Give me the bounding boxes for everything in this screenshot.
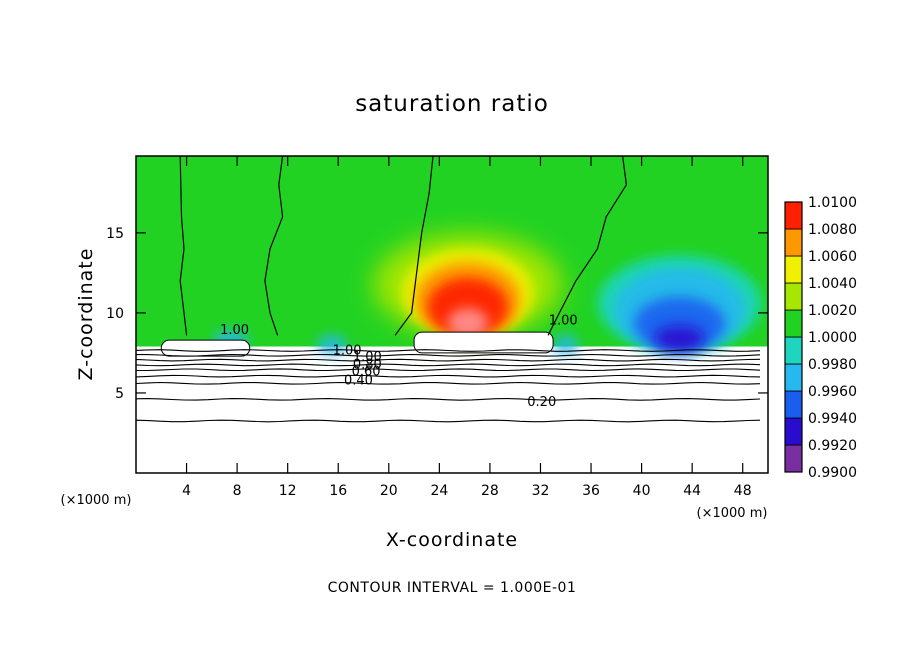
colorbar: 0.9900 0.9920 0.9940 0.9960 0.9980 1.0000 1.00… — [784, 195, 857, 481]
contour-1-00 — [547, 156, 628, 336]
cloud-patches — [160, 331, 554, 357]
colorbar-label: 1.0060 — [808, 249, 857, 265]
x-tick-label: 32 — [532, 483, 550, 499]
cool-patch-2 — [553, 334, 579, 355]
y-tick-label: 10 — [106, 306, 124, 322]
plot-area: 1.001.001.001.000.800.600.400.20 — [136, 156, 768, 473]
contour-lines: 1.001.001.001.000.800.600.400.20 — [136, 156, 761, 423]
chart-title: saturation ratio — [355, 91, 549, 117]
y-unit-label: (×1000 m) — [61, 493, 132, 508]
core-layer-3 — [427, 277, 509, 337]
contour-label: 1.00 — [549, 313, 578, 328]
y-axis: 5 10 15 — [106, 226, 768, 402]
colorbar-swatch — [784, 444, 803, 473]
contour-1-00 — [394, 156, 434, 336]
contour-line — [136, 349, 761, 352]
x-axis: 4 8 12 16 20 24 28 32 36 40 44 48 — [182, 156, 752, 499]
contour-line — [136, 419, 761, 423]
contour-line — [136, 398, 761, 401]
contour-line — [136, 358, 761, 362]
dry-layer-3 — [654, 325, 705, 352]
colorbar-label: 1.0020 — [808, 303, 857, 319]
colorbar-swatch — [784, 336, 803, 365]
y-axis-title: Z-coordinate — [75, 248, 97, 381]
colorbar-label: 0.9960 — [808, 384, 857, 400]
x-tick-label: 16 — [329, 483, 347, 499]
x-tick-label: 20 — [380, 483, 398, 499]
contour-line — [136, 368, 761, 372]
colorbar-swatch — [784, 309, 803, 338]
x-tick-label: 24 — [430, 483, 448, 499]
colorbar-swatch — [784, 390, 803, 419]
x-tick-label: 48 — [734, 483, 752, 499]
x-tick-label: 44 — [683, 483, 701, 499]
colorbar-swatch — [784, 282, 803, 311]
cloud-top-left — [160, 339, 251, 357]
contour-interval-note: CONTOUR INTERVAL = 1.000E-01 — [328, 580, 577, 596]
core-layer-4 — [447, 308, 489, 337]
x-unit-label: (×1000 m) — [697, 506, 768, 521]
cloud-top-center — [413, 331, 554, 354]
contour-label: 1.00 — [220, 323, 249, 338]
colorbar-label: 0.9940 — [808, 411, 857, 427]
x-tick-label: 40 — [633, 483, 651, 499]
colorbar-label: 1.0000 — [808, 330, 857, 346]
contour-label: 0.20 — [527, 395, 556, 410]
colorbar-swatch — [784, 363, 803, 392]
y-tick-label: 5 — [115, 386, 124, 402]
contour-label: 0.60 — [352, 365, 381, 380]
colorbar-label: 0.9980 — [808, 357, 857, 373]
colorbar-label: 1.0100 — [808, 195, 857, 211]
colorbar-frame — [784, 201, 803, 473]
x-tick-label: 4 — [182, 483, 191, 499]
y-tick-label: 15 — [106, 226, 124, 242]
colorbar-label: 1.0080 — [808, 222, 857, 238]
x-tick-label: 28 — [481, 483, 499, 499]
x-tick-label: 8 — [233, 483, 242, 499]
contour-label: 1.00 — [333, 344, 362, 359]
plot-frame — [135, 155, 769, 474]
contour-line — [136, 363, 761, 367]
contour-label: 1.00 — [353, 350, 382, 365]
x-axis-title: X-coordinate — [386, 529, 518, 551]
contour-line — [136, 353, 761, 357]
contour-line — [136, 381, 761, 385]
colorbar-swatch — [784, 228, 803, 257]
saturation-structures — [213, 232, 762, 355]
colorbar-label: 1.0040 — [808, 276, 857, 292]
contour-1-00 — [264, 156, 284, 336]
contour-label: 0.40 — [344, 373, 373, 388]
colorbar-label: 0.9900 — [808, 465, 857, 481]
contour-line — [136, 374, 761, 378]
x-tick-label: 12 — [279, 483, 297, 499]
colorbar-swatch — [784, 417, 803, 446]
colorbar-swatch — [784, 255, 803, 284]
x-tick-label: 36 — [582, 483, 600, 499]
colorbar-swatch — [784, 201, 803, 230]
contour-label: 0.80 — [353, 357, 382, 372]
colorbar-label: 0.9920 — [808, 438, 857, 454]
contour-1-00 — [179, 156, 188, 336]
